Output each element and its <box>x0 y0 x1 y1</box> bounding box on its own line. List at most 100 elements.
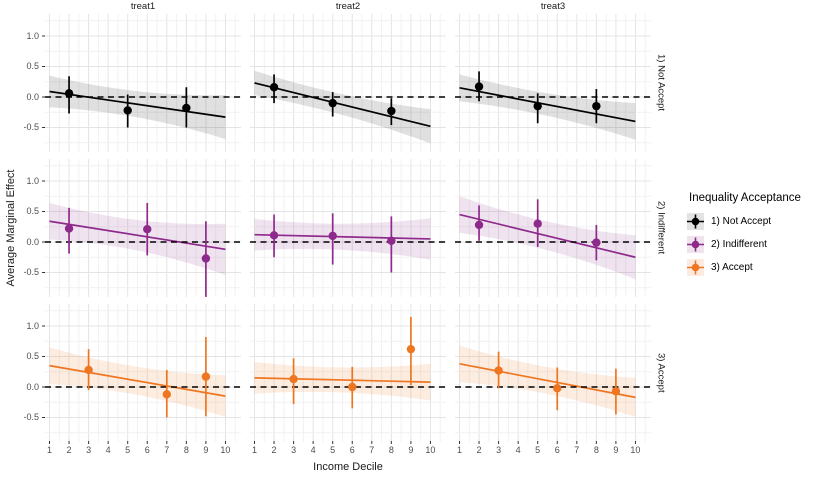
y-tick-label: 0.0 <box>26 381 39 392</box>
y-tick-label: 0.5 <box>26 61 39 71</box>
x-tick-label: 7 <box>574 445 580 455</box>
x-tick-label: 1 <box>251 445 257 455</box>
fit-line <box>254 377 431 383</box>
legend-title: Inequality Acceptance <box>689 192 801 204</box>
legend-label: 1) Not Accept <box>711 216 772 227</box>
x-tick-label: 2 <box>271 445 277 455</box>
data-point <box>553 384 562 393</box>
x-tick-label: 1 <box>456 445 462 455</box>
x-tick-label: 4 <box>515 445 521 455</box>
confidence-band <box>49 202 226 275</box>
y-tick-label: 0.5 <box>26 351 39 361</box>
data-point <box>64 89 74 98</box>
data-point <box>201 254 211 263</box>
data-point <box>328 231 337 241</box>
legend-key-icon <box>687 236 704 253</box>
x-tick-label: 3 <box>86 445 92 455</box>
fit-line <box>459 87 636 123</box>
x-tick-label: 4 <box>310 445 316 455</box>
x-tick-label: 2 <box>66 445 72 455</box>
data-point <box>123 106 132 115</box>
confidence-band <box>254 70 431 144</box>
x-tick-label: 1 <box>46 445 52 455</box>
y-tick-label: 0.0 <box>26 91 39 102</box>
x-tick-label: 9 <box>408 445 414 455</box>
data-point <box>182 103 191 113</box>
y-tick-label: -0.5 <box>23 122 39 132</box>
fit-line <box>49 364 226 397</box>
data-point <box>592 101 601 111</box>
data-point <box>592 238 601 247</box>
x-tick-label: 8 <box>593 445 599 455</box>
panel-3) Accept-treat2 <box>250 304 446 442</box>
x-tick-label: 9 <box>613 445 619 455</box>
data-point <box>387 236 396 245</box>
x-tick-label: 10 <box>220 445 231 455</box>
confidence-band <box>49 75 226 140</box>
legend-label: 3) Accept <box>711 262 753 273</box>
data-point <box>494 366 503 375</box>
data-point <box>474 220 484 230</box>
data-point <box>533 101 542 111</box>
confidence-band <box>459 74 636 140</box>
panel-2) Indifferent-treat3 <box>455 159 651 297</box>
x-tick-label: 6 <box>349 445 355 455</box>
data-point <box>269 231 279 240</box>
facet-strip-treat3: treat3 <box>540 1 566 12</box>
legend: Inequality Acceptance 1) Not Accept 2) In… <box>687 192 818 282</box>
x-tick-label: 5 <box>330 445 336 455</box>
panel-3) Accept-treat3 <box>455 304 651 442</box>
x-tick-label: 7 <box>369 445 375 455</box>
data-point <box>201 372 211 381</box>
confidence-band <box>254 361 431 401</box>
data-point <box>611 387 621 396</box>
x-tick-label: 8 <box>183 445 189 455</box>
x-tick-label: 8 <box>388 445 394 455</box>
facet-strip-treat1: treat1 <box>130 1 156 12</box>
y-tick-label: -0.5 <box>23 267 39 277</box>
confidence-band <box>49 347 226 417</box>
legend-label: 2) Indifferent <box>711 239 767 250</box>
x-tick-label: 10 <box>630 445 641 455</box>
y-tick-label: -0.5 <box>23 412 39 422</box>
x-axis-title: Income Decile <box>313 461 383 473</box>
panel-2) Indifferent-treat1 <box>45 159 241 297</box>
x-tick-label: 10 <box>425 445 436 455</box>
y-axis-title: Average Marginal Effect <box>5 169 17 287</box>
y-tick-label: 1.0 <box>26 30 39 41</box>
legend-item-3-accept: 3) Accept <box>687 259 818 276</box>
fit-line <box>254 82 431 128</box>
fit-line <box>254 233 431 240</box>
fit-line <box>49 220 226 251</box>
legend-key-icon <box>687 213 704 230</box>
panel-1) Not Accept-treat3 <box>455 14 651 152</box>
data-point <box>348 382 357 392</box>
fit-line <box>49 90 226 118</box>
panel-1) Not Accept-treat2 <box>250 14 446 152</box>
x-tick-label: 5 <box>125 445 131 455</box>
data-point <box>387 106 396 116</box>
legend-items: 1) Not Accept 2) Indifferent 3) Accept <box>687 213 818 276</box>
y-tick-label: 1.0 <box>26 175 39 186</box>
panel-1) Not Accept-treat1 <box>45 14 241 152</box>
data-point <box>84 365 93 375</box>
data-point <box>406 344 416 354</box>
panel-3) Accept-treat1 <box>45 304 241 442</box>
legend-key-icon <box>687 259 704 276</box>
facet-strip-2-indifferent: 2) Indifferent <box>655 201 667 255</box>
facet-strip-treat2: treat2 <box>335 1 361 12</box>
fit-line <box>459 213 636 259</box>
x-tick-label: 5 <box>535 445 541 455</box>
data-point <box>64 224 74 233</box>
y-tick-label: 1.0 <box>26 320 39 331</box>
y-tick-label: 0.5 <box>26 206 39 216</box>
legend-item-2-indifferent: 2) Indifferent <box>687 236 818 253</box>
data-point <box>289 374 298 384</box>
x-tick-label: 4 <box>105 445 111 455</box>
data-point <box>328 98 337 108</box>
fit-line <box>459 362 636 399</box>
x-tick-label: 7 <box>164 445 170 455</box>
facet-strip-3-accept: 3) Accept <box>655 353 667 393</box>
x-tick-label: 2 <box>476 445 482 455</box>
y-tick-label: 0.0 <box>26 236 39 247</box>
